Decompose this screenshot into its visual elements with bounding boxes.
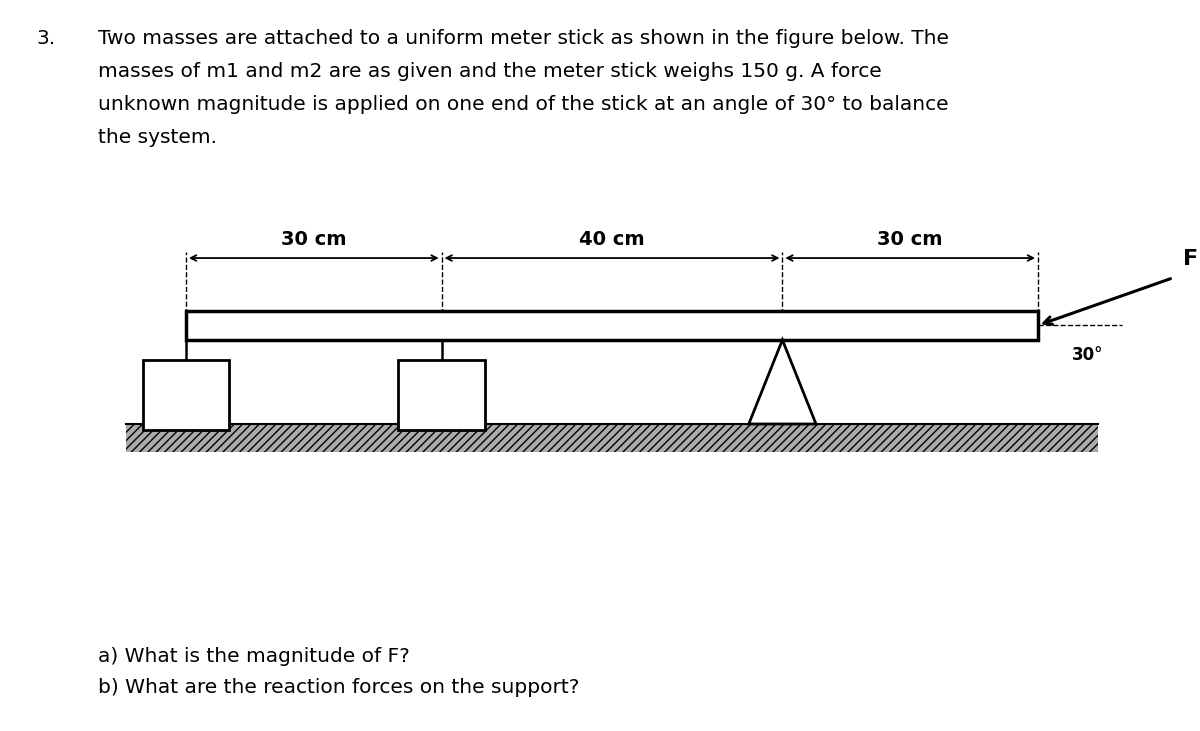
Text: 3.: 3. <box>36 29 55 48</box>
Bar <box>143 360 229 430</box>
Text: masses of m1 and m2 are as given and the meter stick weighs 150 g. A force: masses of m1 and m2 are as given and the… <box>98 62 888 81</box>
Text: Two masses are attached to a uniform meter stick as shown in the figure below. T: Two masses are attached to a uniform met… <box>98 29 949 48</box>
Text: 30°: 30° <box>1072 346 1103 364</box>
Text: a) What is the magnitude of F?: a) What is the magnitude of F? <box>98 647 410 666</box>
Text: $m_2$: $m_2$ <box>427 373 456 392</box>
Text: b) What are the reaction forces on the support?: b) What are the reaction forces on the s… <box>98 678 580 697</box>
Bar <box>186 311 1038 340</box>
Text: 40 cm: 40 cm <box>580 230 644 249</box>
Text: the system.: the system. <box>98 128 217 147</box>
Bar <box>398 360 485 430</box>
Text: 30 cm: 30 cm <box>281 230 347 249</box>
Text: 30 cm: 30 cm <box>877 230 943 249</box>
Bar <box>126 424 1098 452</box>
Text: unknown magnitude is applied on one end of the stick at an angle of 30° to balan: unknown magnitude is applied on one end … <box>98 95 949 114</box>
Text: $m_1$: $m_1$ <box>172 373 200 392</box>
Text: 75 g: 75 g <box>418 403 466 422</box>
Text: F: F <box>1183 249 1198 269</box>
Text: 50 g: 50 g <box>162 403 210 422</box>
Polygon shape <box>749 340 816 424</box>
